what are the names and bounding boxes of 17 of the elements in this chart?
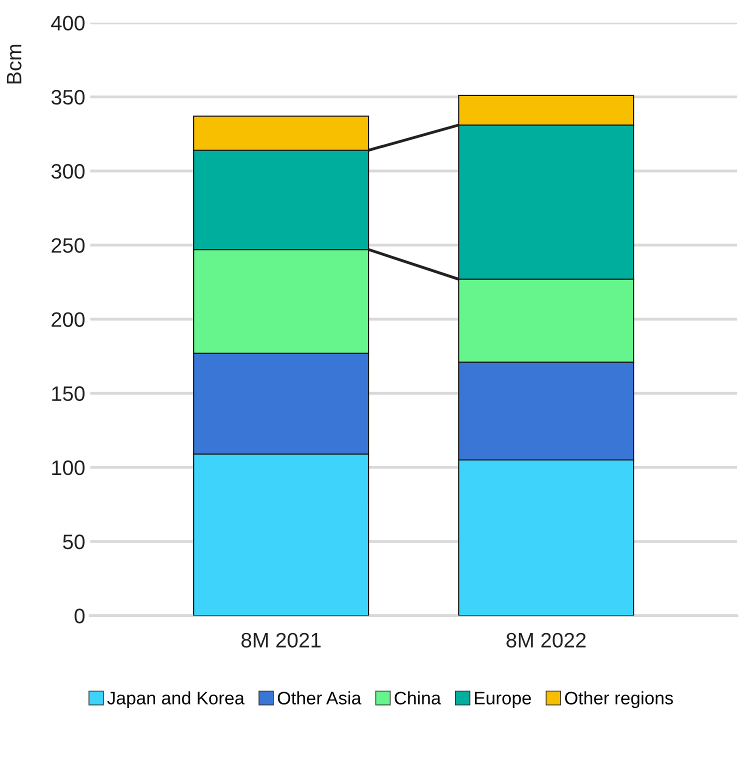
legend-label: Europe xyxy=(474,692,531,708)
y-tick-label: 50 xyxy=(63,534,85,550)
y-tick-label: 0 xyxy=(74,608,85,624)
y-tick-label: 400 xyxy=(51,16,85,31)
legend-label: China xyxy=(394,691,441,704)
y-tick-label: 150 xyxy=(52,386,85,402)
x-tick-label: 8M 2021 xyxy=(241,632,321,648)
legend-label: Other Asia xyxy=(278,691,362,704)
y-tick-label: 200 xyxy=(52,312,85,327)
x-tick-label: 8M 2022 xyxy=(506,632,586,648)
y-tick-label: 250 xyxy=(52,238,85,253)
y-tick-label: 300 xyxy=(51,164,85,179)
legend-label: Other regions xyxy=(565,691,673,708)
legend-label: Japan and Korea xyxy=(107,691,245,708)
y-axis-title: Bcm xyxy=(6,44,22,84)
y-tick-label: 350 xyxy=(51,90,85,105)
y-tick-label: 100 xyxy=(52,460,85,476)
